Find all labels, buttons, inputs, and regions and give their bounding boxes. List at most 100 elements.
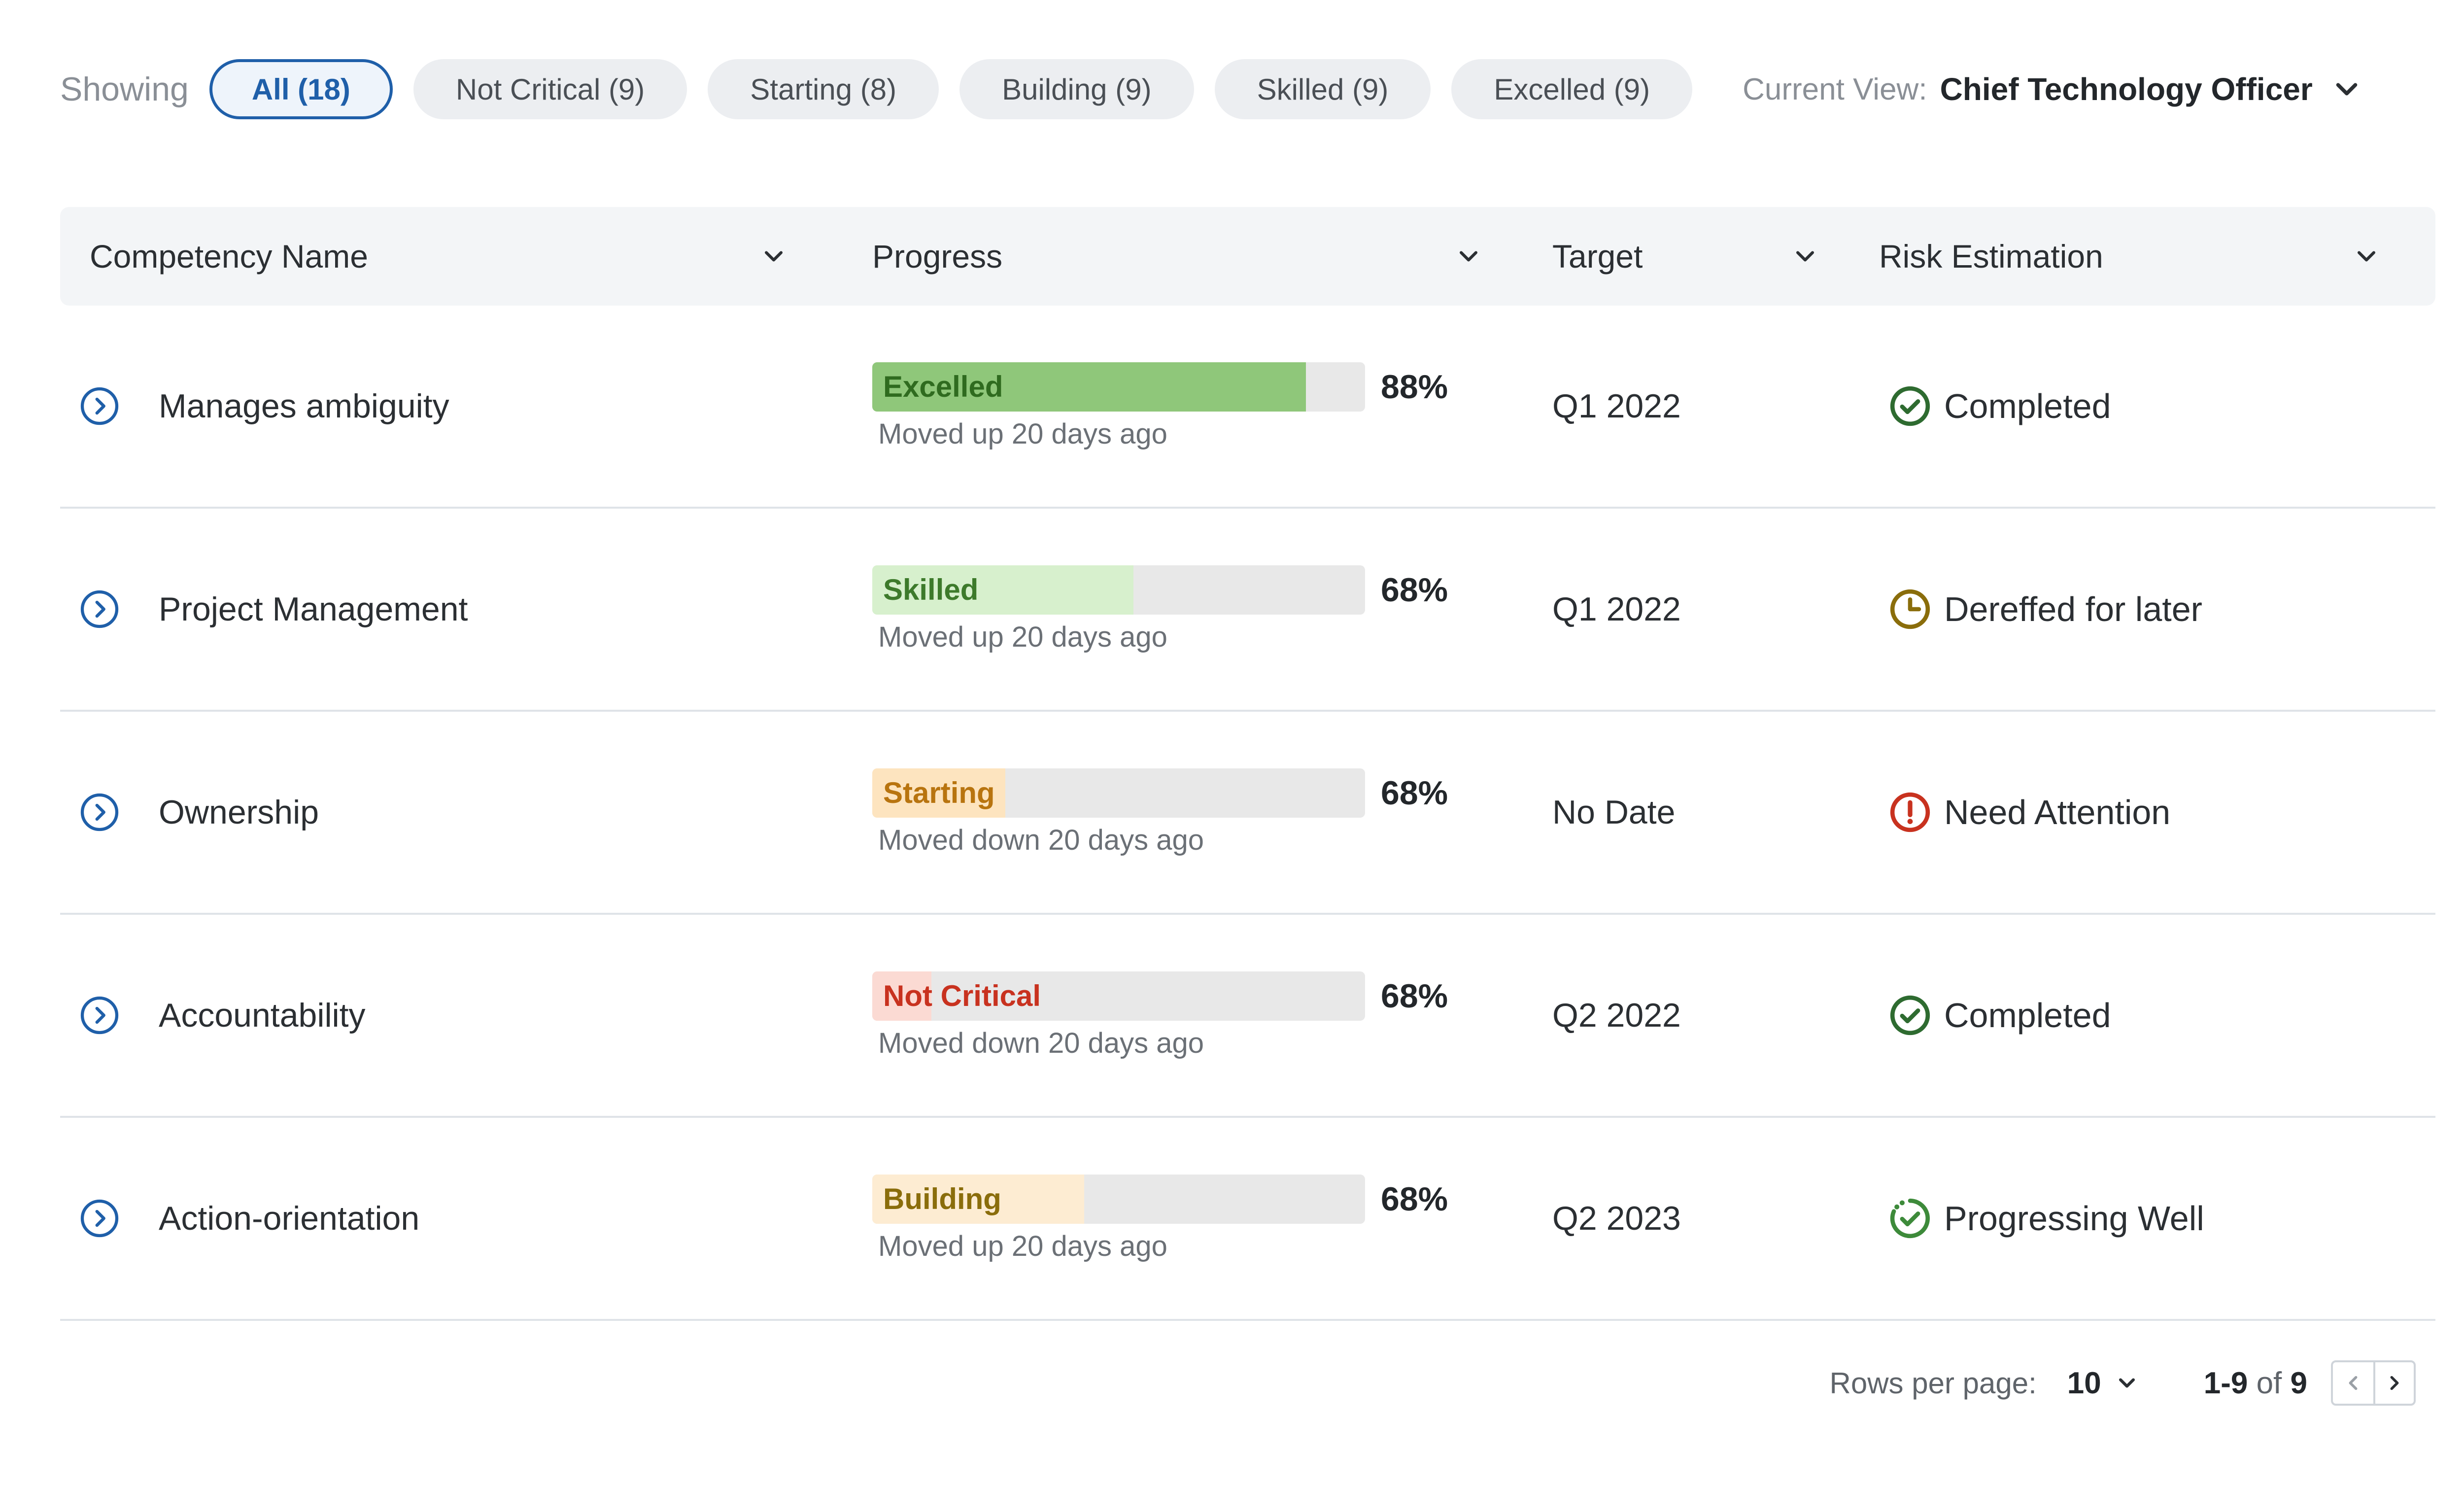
cell-risk-estimation: Completed xyxy=(1849,385,2435,427)
column-header-progress[interactable]: Progress xyxy=(818,207,1523,306)
column-header-competency-name[interactable]: Competency Name xyxy=(60,207,818,306)
cell-risk-estimation: Need Attention xyxy=(1849,791,2435,833)
progress-line: Starting 68% xyxy=(872,768,1523,818)
progress-level-label: Building xyxy=(883,1182,1001,1215)
table-row: Action-orientation Building 68% Moved up… xyxy=(60,1118,2435,1321)
progress-bar-fill xyxy=(872,565,1133,615)
next-page-button[interactable] xyxy=(2373,1362,2414,1404)
cell-target: Q1 2022 xyxy=(1552,590,1681,628)
competency-name: Action-orientation xyxy=(159,1200,420,1237)
risk-status: Dereffed for later xyxy=(1944,590,2202,628)
progress-moved-text: Moved up 20 days ago xyxy=(878,1230,1167,1262)
progress-line: Building 68% xyxy=(872,1174,1523,1224)
check-circle-icon xyxy=(1890,995,1930,1036)
cell-progress: Starting 68% Moved down 20 days ago xyxy=(818,768,1523,857)
filter-chip-excelled[interactable]: Excelled (9) xyxy=(1451,59,1693,119)
cell-competency-name: Action-orientation xyxy=(60,1198,818,1239)
current-view-dropdown[interactable]: Chief Technology Officer xyxy=(1940,71,2313,107)
column-header-risk-estimation[interactable]: Risk Estimation xyxy=(1849,207,2435,306)
progress-bar-fill xyxy=(872,768,1005,818)
progress-percent: 68% xyxy=(1381,774,1448,812)
progress-bar-fill xyxy=(872,1174,1084,1224)
chevron-right-icon xyxy=(2390,1376,2399,1390)
chevron-down-icon[interactable] xyxy=(1790,242,1820,271)
progress-level-label: Starting xyxy=(883,776,995,809)
progress-bar-fill xyxy=(872,971,931,1021)
competency-table: Competency Name Progress Target Risk Est… xyxy=(60,207,2435,1321)
progress-percent: 68% xyxy=(1381,571,1448,609)
progress-level-label: Skilled xyxy=(883,573,979,606)
column-header-label: Target xyxy=(1552,238,1643,275)
cell-risk-estimation: Progressing Well xyxy=(1849,1197,2435,1240)
expand-row-icon[interactable] xyxy=(79,1198,120,1239)
risk-status: Completed xyxy=(1944,996,2111,1035)
chevron-left-icon xyxy=(2349,1376,2358,1390)
filter-chip-all[interactable]: All (18) xyxy=(209,59,393,119)
progress-bar: Not Critical xyxy=(872,971,1365,1021)
page-range-value: 1-9 xyxy=(2203,1366,2248,1400)
cell-competency-name: Ownership xyxy=(60,792,818,833)
cell-competency-name: Project Management xyxy=(60,588,818,630)
chevron-down-icon[interactable] xyxy=(759,242,788,271)
progress-line: Skilled 68% xyxy=(872,565,1523,615)
progress-moved-text: Moved down 20 days ago xyxy=(878,824,1204,856)
filter-bar: Showing All (18) Not Critical (9) Starti… xyxy=(60,59,2464,119)
rows-per-page-select[interactable]: 10 xyxy=(2067,1366,2140,1401)
filter-chip-starting[interactable]: Starting (8) xyxy=(708,59,939,119)
progress-line: Excelled 88% xyxy=(872,362,1523,412)
filter-chip-building[interactable]: Building (9) xyxy=(959,59,1194,119)
risk-status: Completed xyxy=(1944,387,2111,425)
expand-row-icon[interactable] xyxy=(79,385,120,427)
showing-label: Showing xyxy=(60,70,189,108)
column-header-label: Progress xyxy=(872,238,1003,275)
column-header-label: Risk Estimation xyxy=(1879,238,2103,275)
chevron-down-icon[interactable] xyxy=(1454,242,1483,271)
progress-bar: Building xyxy=(872,1174,1365,1224)
progress-percent: 68% xyxy=(1381,977,1448,1015)
table-body: Manages ambiguity Excelled 88% Moved up … xyxy=(60,306,2435,1321)
cell-target: Q1 2022 xyxy=(1552,387,1681,425)
column-header-label: Competency Name xyxy=(90,238,368,275)
risk-status: Need Attention xyxy=(1944,793,2171,831)
expand-row-icon[interactable] xyxy=(79,588,120,630)
column-header-target[interactable]: Target xyxy=(1523,207,1849,306)
competency-name: Project Management xyxy=(159,590,468,628)
progress-percent: 68% xyxy=(1381,1180,1448,1218)
progress-moved-text: Moved up 20 days ago xyxy=(878,621,1167,653)
prev-page-button[interactable] xyxy=(2333,1362,2373,1404)
progress-percent: 88% xyxy=(1381,368,1448,406)
table-row: Accountability Not Critical 68% Moved do… xyxy=(60,915,2435,1118)
chevron-down-icon[interactable] xyxy=(2352,242,2381,271)
filter-chip-not-critical[interactable]: Not Critical (9) xyxy=(413,59,687,119)
current-view-label: Current View: xyxy=(1743,72,1927,106)
cell-target: Q2 2023 xyxy=(1552,1200,1681,1237)
cell-risk-estimation: Dereffed for later xyxy=(1849,588,2435,630)
progress-moved-text: Moved down 20 days ago xyxy=(878,1027,1204,1059)
page-nav xyxy=(2331,1360,2416,1406)
cell-progress: Excelled 88% Moved up 20 days ago xyxy=(818,362,1523,450)
page-range-of: of xyxy=(2256,1366,2282,1400)
progress-line: Not Critical 68% xyxy=(872,971,1523,1021)
cell-target: Q2 2022 xyxy=(1552,997,1681,1034)
table-row: Manages ambiguity Excelled 88% Moved up … xyxy=(60,306,2435,509)
cell-risk-estimation: Completed xyxy=(1849,994,2435,1037)
risk-status: Progressing Well xyxy=(1944,1199,2204,1238)
chevron-down-icon[interactable] xyxy=(2329,72,2364,106)
progress-bar: Starting xyxy=(872,768,1365,818)
cell-target: No Date xyxy=(1552,794,1676,831)
cell-progress: Skilled 68% Moved up 20 days ago xyxy=(818,565,1523,654)
competency-name: Manages ambiguity xyxy=(159,387,449,425)
competency-name: Accountability xyxy=(159,997,366,1034)
progress-check-icon xyxy=(1890,1198,1930,1239)
competency-name: Ownership xyxy=(159,794,319,831)
filter-chip-skilled[interactable]: Skilled (9) xyxy=(1214,59,1431,119)
page-range-total: 9 xyxy=(2290,1366,2307,1400)
check-circle-icon xyxy=(1890,386,1930,426)
table-row: Project Management Skilled 68% Moved up … xyxy=(60,509,2435,712)
page-range: 1-9 of 9 xyxy=(2204,1366,2307,1401)
expand-row-icon[interactable] xyxy=(79,995,120,1036)
progress-bar-fill xyxy=(872,362,1306,412)
chevron-down-icon xyxy=(2119,1378,2135,1388)
table-header: Competency Name Progress Target Risk Est… xyxy=(60,207,2435,306)
expand-row-icon[interactable] xyxy=(79,792,120,833)
